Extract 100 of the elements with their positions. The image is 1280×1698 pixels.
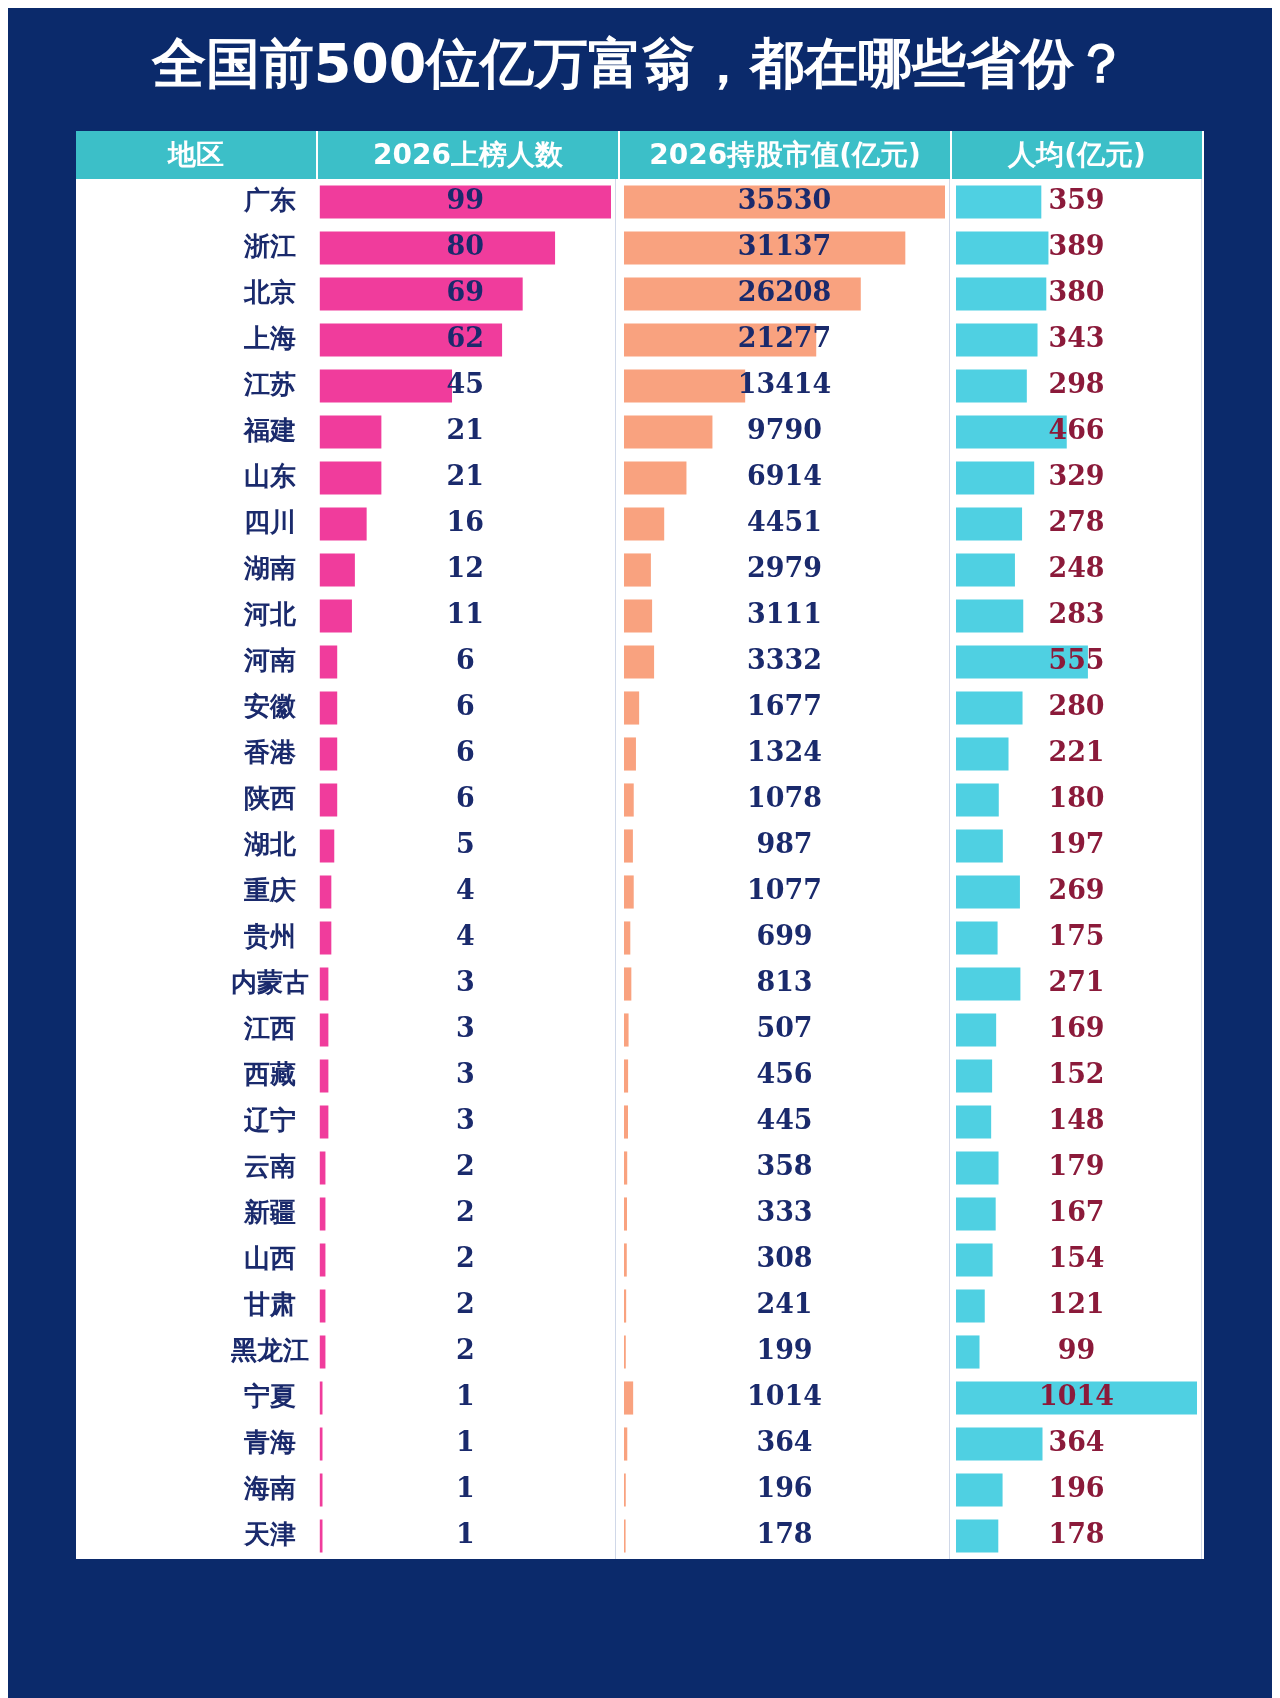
data-label: 364 bbox=[756, 1425, 813, 1458]
bar bbox=[955, 185, 1042, 219]
bar bbox=[955, 875, 1020, 909]
data-label: 199 bbox=[756, 1333, 813, 1366]
bar bbox=[955, 1151, 999, 1185]
bar bbox=[623, 691, 640, 725]
bar bbox=[955, 369, 1027, 403]
data-label: 179 bbox=[1048, 1149, 1105, 1182]
y-tick-label: 北京 bbox=[242, 276, 296, 307]
bar bbox=[955, 231, 1049, 265]
bar bbox=[955, 691, 1023, 725]
y-tick-label: 辽宁 bbox=[242, 1104, 296, 1135]
data-label: 99 bbox=[446, 183, 485, 216]
bar bbox=[955, 737, 1009, 771]
y-tick-label: 宁夏 bbox=[243, 1380, 296, 1411]
bar bbox=[955, 1473, 1003, 1507]
data-label: 62 bbox=[446, 321, 485, 354]
bar bbox=[623, 1105, 629, 1139]
data-label: 31137 bbox=[737, 229, 832, 262]
data-label: 6914 bbox=[747, 459, 822, 492]
data-label: 2979 bbox=[747, 551, 822, 584]
chart-title: 全国前500位亿万富翁，都在哪些省份？ bbox=[150, 31, 1130, 97]
bar bbox=[955, 783, 999, 817]
data-label: 21 bbox=[446, 459, 485, 492]
data-label: 26208 bbox=[737, 275, 832, 308]
data-label: 4 bbox=[455, 873, 475, 906]
y-tick-label: 贵州 bbox=[242, 920, 296, 951]
data-label: 283 bbox=[1048, 597, 1105, 630]
data-label: 507 bbox=[756, 1011, 813, 1044]
y-tick-label: 安徽 bbox=[243, 690, 297, 721]
data-label: 6 bbox=[455, 735, 475, 768]
bar bbox=[955, 921, 998, 955]
data-label: 221 bbox=[1048, 735, 1105, 768]
data-label: 152 bbox=[1048, 1057, 1105, 1090]
data-label: 80 bbox=[446, 229, 485, 262]
data-label: 3 bbox=[455, 1103, 475, 1136]
bar bbox=[623, 737, 636, 771]
bar bbox=[623, 461, 687, 495]
bar bbox=[623, 553, 651, 587]
data-label: 1 bbox=[455, 1517, 475, 1550]
data-label: 358 bbox=[756, 1149, 813, 1182]
data-label: 445 bbox=[756, 1103, 813, 1136]
bar bbox=[319, 553, 355, 587]
data-label: 3332 bbox=[747, 643, 822, 676]
data-label: 6 bbox=[455, 643, 475, 676]
data-label: 196 bbox=[1048, 1471, 1105, 1504]
data-label: 154 bbox=[1048, 1241, 1105, 1274]
data-label: 178 bbox=[1048, 1517, 1105, 1550]
bar bbox=[319, 1105, 329, 1139]
data-label: 169 bbox=[1048, 1011, 1105, 1044]
data-label: 2 bbox=[455, 1149, 475, 1182]
bar bbox=[319, 967, 329, 1001]
bar bbox=[623, 1013, 629, 1047]
data-label: 364 bbox=[1048, 1425, 1105, 1458]
y-tick-label: 山西 bbox=[243, 1242, 296, 1273]
data-label: 69 bbox=[446, 275, 485, 308]
bar bbox=[319, 323, 503, 357]
bar bbox=[319, 277, 523, 311]
bar bbox=[955, 1427, 1043, 1461]
y-tick-label: 江苏 bbox=[242, 368, 296, 399]
y-tick-label: 香港 bbox=[242, 736, 297, 767]
bar bbox=[623, 829, 633, 863]
y-tick-label: 青海 bbox=[242, 1426, 296, 1457]
bar bbox=[955, 507, 1023, 541]
bar bbox=[623, 599, 653, 633]
data-label: 359 bbox=[1048, 183, 1105, 216]
data-label: 699 bbox=[756, 919, 813, 952]
data-label: 197 bbox=[1048, 827, 1105, 860]
data-label: 2 bbox=[455, 1333, 475, 1366]
bar bbox=[955, 967, 1021, 1001]
data-label: 1 bbox=[455, 1471, 475, 1504]
data-label: 248 bbox=[1048, 551, 1105, 584]
bar bbox=[623, 415, 713, 449]
data-label: 121 bbox=[1048, 1287, 1105, 1320]
data-label: 329 bbox=[1048, 459, 1105, 492]
y-tick-label: 湖北 bbox=[242, 828, 297, 859]
data-label: 333 bbox=[756, 1195, 813, 1228]
data-label: 1014 bbox=[747, 1379, 822, 1412]
bar bbox=[319, 829, 335, 863]
bar bbox=[623, 1381, 634, 1415]
data-label: 148 bbox=[1048, 1103, 1105, 1136]
bar bbox=[319, 691, 338, 725]
bar bbox=[319, 783, 338, 817]
y-tick-label: 福建 bbox=[241, 414, 296, 445]
bar bbox=[623, 783, 634, 817]
bar bbox=[623, 185, 946, 219]
data-label: 6 bbox=[455, 689, 475, 722]
bar bbox=[319, 737, 338, 771]
data-label: 241 bbox=[756, 1287, 813, 1320]
data-label: 813 bbox=[756, 965, 813, 998]
y-tick-label: 河北 bbox=[242, 598, 297, 629]
data-label: 1077 bbox=[747, 873, 822, 906]
data-label: 278 bbox=[1048, 505, 1105, 538]
data-label: 178 bbox=[756, 1517, 813, 1550]
data-label: 343 bbox=[1048, 321, 1105, 354]
y-tick-label: 浙江 bbox=[242, 230, 296, 261]
data-label: 456 bbox=[756, 1057, 813, 1090]
data-label: 1677 bbox=[747, 689, 822, 722]
data-label: 269 bbox=[1048, 873, 1105, 906]
data-label: 3111 bbox=[747, 597, 822, 630]
